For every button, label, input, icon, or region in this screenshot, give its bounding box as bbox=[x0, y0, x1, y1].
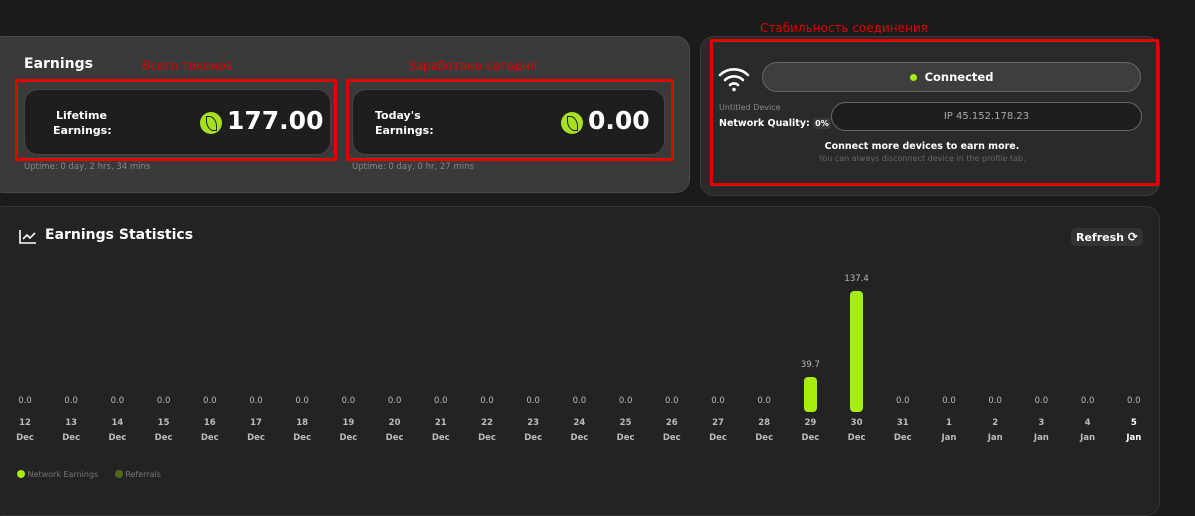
highlight-box bbox=[346, 79, 674, 161]
x-tick-label: 25 Dec bbox=[616, 418, 635, 443]
bar-value-label: 0.0 bbox=[988, 396, 1002, 406]
token-leaf-icon bbox=[561, 112, 583, 134]
x-tick-label: 21 Dec bbox=[431, 418, 450, 443]
x-tick-label: 28 Dec bbox=[755, 418, 774, 443]
disconnect-hint: You can always disconnect device in the … bbox=[818, 154, 1026, 163]
x-tick-label: 31 Dec bbox=[893, 418, 912, 443]
bar-value-label: 0.0 bbox=[1127, 396, 1141, 406]
x-tick-label: 15 Dec bbox=[154, 418, 173, 443]
chart-legend: Network Earnings Referrals bbox=[17, 470, 161, 479]
bar-value-label: 137.4 bbox=[844, 274, 869, 285]
x-tick-label: 17 Dec bbox=[247, 418, 265, 443]
lifetime-earnings-card: Lifetime Earnings: 177.00 bbox=[24, 89, 331, 155]
bar-value-label: 0.0 bbox=[757, 396, 771, 406]
bar-value-label: 0.0 bbox=[1080, 396, 1095, 406]
highlight-box bbox=[710, 39, 1159, 186]
today-label: Today's Earnings: bbox=[375, 109, 434, 137]
quality-badge: 0% bbox=[813, 118, 831, 129]
x-tick-label: 1 Jan bbox=[941, 418, 957, 443]
bar-value-label: 0.0 bbox=[526, 396, 540, 406]
legend-network-earnings[interactable]: Network Earnings bbox=[17, 470, 98, 479]
annotation-total: Всего токенов bbox=[142, 59, 233, 73]
lifetime-label: Lifetime Earnings: bbox=[53, 109, 112, 137]
stats-title: Earnings Statistics bbox=[45, 227, 194, 243]
x-tick-label: 18 Dec bbox=[293, 418, 312, 443]
bar-value-label: 39.7 bbox=[800, 360, 820, 371]
token-leaf-icon bbox=[200, 112, 222, 134]
wifi-icon bbox=[718, 68, 750, 92]
x-tick-label: 19 Dec bbox=[339, 418, 358, 443]
bar-value-label: 0.0 bbox=[249, 396, 263, 406]
legend-referrals[interactable]: Referrals bbox=[114, 470, 161, 479]
bar-value-label: 0.0 bbox=[665, 396, 679, 406]
earnings-statistics-panel bbox=[0, 206, 1160, 516]
x-tick-label: 4 Jan bbox=[1080, 418, 1096, 443]
x-tick-label: 12 Dec bbox=[16, 418, 34, 443]
lifetime-uptime: Uptime: 0 day, 2 hrs, 34 mins bbox=[24, 162, 151, 172]
connection-status-button[interactable]: Connected bbox=[762, 62, 1141, 92]
x-tick-label: 30 Dec bbox=[847, 418, 866, 443]
bar-value-label: 0.0 bbox=[110, 396, 125, 406]
bar-value-label: 0.0 bbox=[64, 396, 78, 406]
refresh-icon: ⟳ bbox=[1127, 230, 1138, 244]
today-uptime: Uptime: 0 day, 0 hr, 27 mins bbox=[352, 162, 474, 172]
bar-value-label: 0.0 bbox=[618, 396, 633, 406]
x-tick-label: 29 Dec bbox=[801, 418, 820, 443]
bar-value-label: 0.0 bbox=[1034, 396, 1049, 406]
bar-value-label: 0.0 bbox=[341, 396, 356, 406]
annotation-today: Заработано сегодня bbox=[408, 59, 538, 73]
bar-value-label: 0.0 bbox=[572, 396, 587, 406]
highlight-box bbox=[15, 79, 337, 161]
bar-network-earnings bbox=[850, 291, 864, 412]
x-tick-label: 2 Jan bbox=[987, 418, 1003, 443]
annotation-connection: Стабильность соединения bbox=[760, 21, 928, 35]
lifetime-value: 177.00 bbox=[227, 106, 324, 135]
device-name: Untitled Device bbox=[719, 103, 781, 112]
bar-value-label: 0.0 bbox=[896, 396, 910, 406]
status-dot-icon bbox=[909, 74, 917, 81]
bar-value-label: 0.0 bbox=[480, 396, 494, 406]
x-tick-label: 20 Dec bbox=[385, 418, 404, 443]
legend-swatch bbox=[114, 470, 123, 478]
earnings-title: Earnings bbox=[24, 56, 94, 72]
trend-chart-icon bbox=[19, 230, 36, 244]
ip-address-field: IP 45.152.178.23 bbox=[831, 102, 1142, 131]
network-quality: Network Quality: 0% bbox=[719, 118, 831, 129]
bar-value-label: 0.0 bbox=[18, 396, 32, 406]
x-tick-label: 16 Dec bbox=[200, 418, 219, 443]
x-tick-label: 14 Dec bbox=[108, 418, 127, 443]
x-tick-label: 23 Dec bbox=[524, 418, 543, 443]
x-tick-label: 3 Jan bbox=[1033, 418, 1049, 443]
bar-value-label: 0.0 bbox=[156, 396, 171, 406]
bar-value-label: 0.0 bbox=[434, 396, 448, 406]
legend-swatch bbox=[17, 470, 25, 478]
today-value: 0.00 bbox=[588, 106, 650, 135]
refresh-button[interactable]: Refresh ⟳ bbox=[1071, 228, 1143, 246]
bar-value-label: 0.0 bbox=[203, 396, 217, 406]
x-tick-label: 13 Dec bbox=[62, 418, 81, 443]
x-tick-label: 5 Jan bbox=[1126, 418, 1142, 443]
bar-value-label: 0.0 bbox=[711, 396, 725, 406]
x-tick-label: 22 Dec bbox=[478, 418, 496, 443]
today-earnings-card: Today's Earnings: 0.00 bbox=[352, 89, 665, 155]
bar-network-earnings bbox=[803, 377, 817, 412]
x-tick-label: 27 Dec bbox=[709, 418, 727, 443]
x-tick-label: 24 Dec bbox=[570, 418, 589, 443]
connect-more-text: Connect more devices to earn more. bbox=[824, 141, 1020, 152]
bar-value-label: 0.0 bbox=[942, 396, 956, 406]
bar-value-label: 0.0 bbox=[387, 396, 402, 406]
bar-value-label: 0.0 bbox=[295, 396, 309, 406]
x-tick-label: 26 Dec bbox=[662, 418, 681, 443]
